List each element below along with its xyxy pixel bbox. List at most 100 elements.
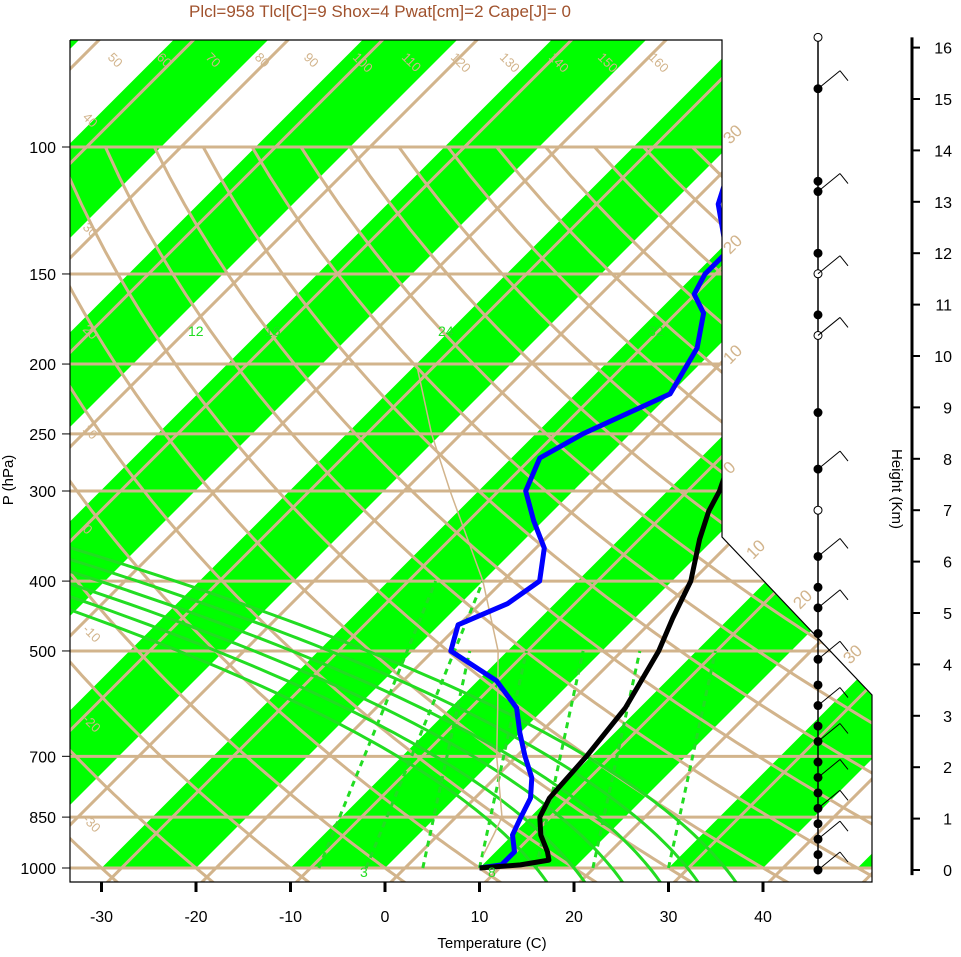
- height-tick-label: 2: [943, 760, 952, 777]
- height-tick-label: 3: [943, 709, 952, 726]
- wind-barb: [817, 759, 841, 778]
- isotherm-line: [952, 0, 961, 888]
- dry-adiabat: [201, 146, 872, 882]
- plot-area: [0, 0, 961, 888]
- mixing-ratio-labels: 12 16 24 32 3 8: [188, 323, 664, 880]
- wind-barb-flag: [839, 790, 849, 801]
- mixing-ratio-line: [667, 650, 717, 869]
- dry-adiabat: [70, 146, 599, 882]
- temperature-tick-label: -20: [184, 909, 207, 926]
- mixing-ratio-line: [478, 650, 528, 869]
- pressure-tick-label: 700: [29, 749, 56, 766]
- isotherm-label: -30: [80, 812, 104, 836]
- wind-barb: [817, 450, 841, 470]
- wind-barb-flag: [839, 640, 849, 652]
- wind-barb-flag: [839, 70, 849, 82]
- dry-adiabat: [70, 146, 695, 882]
- isotherm-line: [478, 40, 872, 882]
- wind-barb-flag: [839, 255, 849, 267]
- wind-barb: [817, 538, 841, 557]
- dry-adiabat: [250, 146, 872, 882]
- wind-barb-flag: [839, 589, 849, 601]
- wind-dot: [813, 248, 823, 258]
- mixing-ratio-label: 24: [438, 323, 454, 339]
- isotherm-line: [856, 40, 872, 882]
- height-tick-label: 15: [934, 92, 952, 109]
- wind-barb-flag: [839, 538, 849, 549]
- isotherm-label: 50: [105, 50, 126, 71]
- pressure-tick-label: 1000: [20, 861, 56, 878]
- isotherm-line: [383, 40, 872, 882]
- green-band: [70, 40, 629, 868]
- wind-barb: [817, 640, 841, 660]
- moist-adiabat: [70, 432, 625, 882]
- chart-title: Plcl=958 Tlcl[C]=9 Shox=4 Pwat[cm]=2 Cap…: [189, 2, 571, 21]
- wind-dot: [813, 819, 823, 829]
- dry-adiabat: [348, 146, 872, 882]
- mixing-ratio-line: [591, 650, 642, 869]
- isotherm-label: 160: [646, 50, 672, 76]
- height-tick-label: 12: [934, 246, 952, 263]
- wind-barb: [817, 255, 841, 275]
- isotherm-label: -10: [80, 622, 104, 646]
- wind-dot: [813, 850, 823, 860]
- right-isotherm-label: 30: [719, 121, 746, 148]
- dry-adiabat: [152, 146, 872, 882]
- temperature-tick-label: 30: [660, 909, 678, 926]
- wind-barb: [817, 173, 841, 192]
- isotherm-line: [100, 40, 872, 882]
- wind-barb-flag: [839, 317, 849, 328]
- isotherm-label: 10: [80, 422, 101, 443]
- height-tick-label: 7: [943, 503, 952, 520]
- dry-adiabat: [104, 146, 872, 882]
- wind-barb: [817, 70, 841, 90]
- dewpoint-line: [448, 161, 734, 871]
- wind-barb: [817, 820, 841, 840]
- temperature-axis-title: Temperature (C): [437, 935, 546, 952]
- pressure-tick-label: 300: [29, 484, 56, 501]
- wind-barb-flag: [839, 820, 849, 832]
- temperature-tick-label: -30: [90, 909, 113, 926]
- isotherm-line: [70, 40, 872, 882]
- green-band: [70, 40, 818, 868]
- temperature-tick-label: 20: [565, 909, 583, 926]
- wind-dot: [813, 757, 823, 767]
- height-tick-label: 4: [943, 657, 952, 674]
- temperature-tick-label: -10: [279, 909, 302, 926]
- pressure-tick-label: 150: [29, 267, 56, 284]
- right-isotherm-label: 10: [742, 536, 769, 563]
- temperature-line: [479, 161, 872, 871]
- moist-adiabat: [70, 489, 738, 882]
- isotherm-line: [572, 40, 872, 882]
- temperature-axis: -30 -20 -10 0 10 20 30 40: [90, 882, 772, 926]
- dry-adiabat: [70, 146, 312, 882]
- mixing-ratio-label: 32: [648, 323, 664, 339]
- wind-dot: [813, 788, 823, 798]
- isotherm-label: 90: [301, 50, 322, 71]
- dry-adiabat: [0, 147, 23, 883]
- wind-barb-flag: [839, 687, 849, 698]
- isotherm-label: 120: [448, 50, 474, 76]
- wind-barb-flag: [839, 851, 849, 863]
- right-isotherm-label: 20: [789, 586, 816, 613]
- isotherm-label: 130: [497, 50, 523, 76]
- mixing-ratio-label: 8: [488, 864, 496, 880]
- wind-barb: [817, 589, 841, 609]
- dry-adiabat: [70, 146, 216, 882]
- height-tick-label: 6: [943, 555, 952, 572]
- right-isotherm-label: 20: [719, 231, 746, 258]
- wind-barb: [817, 789, 841, 809]
- wind-dot: [813, 310, 823, 320]
- temperature-tick-label: 40: [754, 909, 772, 926]
- height-tick-label: 9: [943, 400, 952, 417]
- height-tick-label: 11: [935, 298, 952, 315]
- pressure-axis: 100 150 200 250 300 400 500 700 850 1000: [20, 140, 70, 878]
- isotherm-line: [667, 40, 872, 882]
- pressure-tick-label: 250: [29, 427, 56, 444]
- height-tick-label: 0: [943, 863, 952, 880]
- wind-profile: [813, 32, 849, 875]
- height-tick-label: 13: [934, 195, 952, 212]
- wind-dot: [813, 176, 823, 186]
